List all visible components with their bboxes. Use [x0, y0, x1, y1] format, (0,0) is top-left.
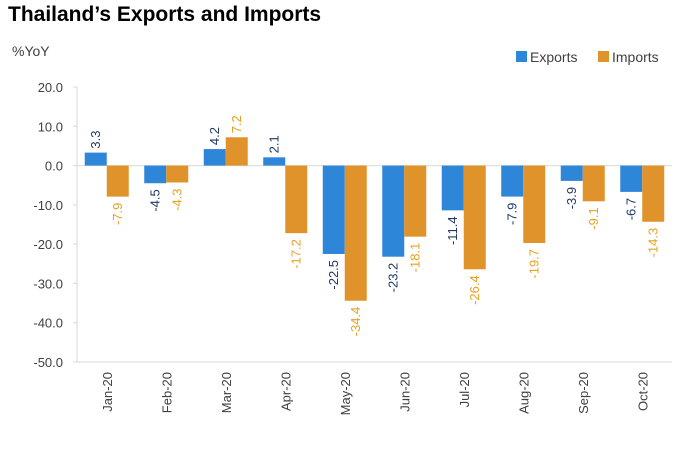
bar-imports-feb-20: [166, 165, 189, 183]
bar-exports-may-20: [322, 165, 345, 254]
y-tick-label: -10.0: [33, 198, 63, 213]
legend-swatch-imports: [598, 51, 609, 62]
data-label-exports-sep-20: -3.9: [564, 187, 579, 209]
data-label-imports-oct-20: -14.3: [645, 228, 660, 258]
x-tick-label: Jan-20: [100, 372, 115, 412]
data-label-imports-aug-20: -19.7: [526, 249, 541, 279]
y-tick-label: 0.0: [45, 159, 63, 174]
bar-series: [84, 137, 665, 301]
data-label-imports-sep-20: -9.1: [586, 207, 601, 229]
data-label-imports-jun-20: -18.1: [407, 243, 422, 273]
x-tick-label: Sep-20: [576, 372, 591, 414]
y-tick-label: -20.0: [33, 237, 63, 252]
bar-imports-jul-20: [463, 165, 486, 270]
bar-imports-mar-20: [225, 137, 248, 166]
x-tick-label: Jun-20: [397, 372, 412, 412]
legend-swatch-exports: [516, 51, 527, 62]
bar-exports-jan-20: [84, 152, 107, 166]
data-label-exports-jan-20: 3.3: [88, 131, 103, 149]
y-tick-label: 20.0: [38, 80, 63, 95]
bar-imports-sep-20: [582, 165, 605, 202]
bar-exports-jun-20: [382, 165, 405, 257]
data-label-exports-oct-20: -6.7: [623, 198, 638, 220]
y-tick-label: -30.0: [33, 276, 63, 291]
data-label-exports-mar-20: 4.2: [207, 127, 222, 145]
data-label-exports-feb-20: -4.5: [147, 189, 162, 211]
legend-label-exports: Exports: [530, 49, 577, 65]
bar-exports-apr-20: [263, 157, 286, 166]
legend: Exports Imports: [516, 49, 659, 65]
chart-title: Thailand’s Exports and Imports: [8, 3, 322, 26]
bar-exports-feb-20: [144, 165, 167, 184]
y-tick-label: -40.0: [33, 316, 63, 331]
y-tick-label: 10.0: [38, 119, 63, 134]
data-label-exports-aug-20: -7.9: [504, 203, 519, 225]
data-label-exports-may-20: -22.5: [326, 260, 341, 290]
x-tick-label: Mar-20: [219, 372, 234, 413]
data-label-imports-jan-20: -7.9: [110, 203, 125, 225]
data-label-imports-apr-20: -17.2: [288, 239, 303, 269]
data-label-exports-jul-20: -11.4: [445, 216, 460, 245]
bar-imports-aug-20: [523, 165, 546, 243]
x-axis-ticks: Jan-20 Feb-20 Mar-20 Apr-20 May-20 Jun-20 Jul-…: [100, 372, 651, 415]
x-tick-label: May-20: [338, 372, 353, 415]
bar-exports-aug-20: [501, 165, 524, 197]
data-label-imports-mar-20: 7.2: [229, 115, 244, 133]
bar-imports-may-20: [344, 165, 367, 301]
data-label-exports-apr-20: 2.1: [266, 135, 281, 153]
data-labels: 3.3 -7.9 -4.5 -4.3 4.2 7.2 2.1 -17.2 -22.5 -34.4 -…: [88, 115, 661, 336]
bar-exports-jul-20: [441, 165, 464, 211]
data-label-imports-jul-20: -26.4: [467, 275, 482, 305]
x-tick-label: Oct-20: [635, 372, 650, 411]
legend-label-imports: Imports: [612, 49, 659, 65]
data-label-exports-jun-20: -23.2: [385, 263, 400, 293]
bar-imports-oct-20: [642, 165, 665, 222]
data-label-imports-may-20: -34.4: [348, 307, 363, 337]
bar-imports-apr-20: [285, 165, 308, 234]
x-tick-label: Feb-20: [159, 372, 174, 413]
bar-exports-oct-20: [620, 165, 643, 192]
bar-exports-sep-20: [560, 165, 583, 181]
data-label-imports-feb-20: -4.3: [169, 188, 184, 210]
bar-imports-jun-20: [404, 165, 427, 237]
x-tick-label: Jul-20: [457, 372, 472, 407]
y-axis-unit-label: %YoY: [12, 43, 50, 59]
y-tick-label: -50.0: [33, 355, 63, 370]
y-axis-ticks: 20.0 10.0 0.0 -10.0 -20.0 -30.0 -40.0 -50.0: [33, 80, 77, 370]
x-tick-label: Apr-20: [278, 372, 293, 411]
x-tick-label: Aug-20: [516, 372, 531, 414]
bar-imports-jan-20: [106, 165, 129, 197]
bar-exports-mar-20: [203, 149, 226, 166]
